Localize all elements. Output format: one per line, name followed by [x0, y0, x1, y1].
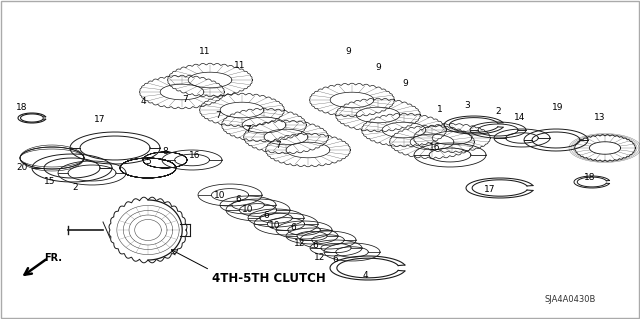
Text: 18: 18 [584, 174, 596, 182]
Text: 9: 9 [402, 79, 408, 88]
Text: FR.: FR. [44, 253, 62, 263]
Text: 13: 13 [595, 114, 605, 122]
Text: 10: 10 [269, 220, 281, 229]
Text: 15: 15 [44, 177, 56, 187]
Text: 16: 16 [189, 151, 201, 160]
Text: 18: 18 [16, 103, 28, 113]
Text: 20: 20 [16, 164, 28, 173]
Text: 7: 7 [182, 95, 188, 105]
Text: 7: 7 [245, 125, 251, 135]
Text: 16: 16 [429, 144, 441, 152]
Text: 9: 9 [345, 48, 351, 56]
Text: 7: 7 [275, 140, 281, 150]
Text: 5: 5 [145, 158, 151, 167]
Text: 4TH-5TH CLUTCH: 4TH-5TH CLUTCH [212, 272, 326, 285]
Text: SJA4A0430B: SJA4A0430B [544, 295, 596, 305]
Text: 1: 1 [437, 106, 443, 115]
Text: 14: 14 [515, 114, 525, 122]
Text: 4: 4 [362, 271, 368, 280]
Text: 8: 8 [162, 147, 168, 157]
Text: 6: 6 [332, 256, 338, 264]
Text: 6: 6 [312, 241, 318, 250]
Text: 10: 10 [214, 190, 226, 199]
Text: 6: 6 [263, 211, 269, 219]
Text: 11: 11 [234, 62, 246, 70]
Text: 6: 6 [290, 224, 296, 233]
Text: 6: 6 [235, 196, 241, 204]
Text: 4: 4 [140, 98, 146, 107]
Text: 12: 12 [314, 254, 326, 263]
Text: 17: 17 [484, 186, 496, 195]
Text: 9: 9 [375, 63, 381, 72]
Text: 17: 17 [94, 115, 106, 124]
Text: 2: 2 [72, 183, 78, 192]
Text: 2: 2 [495, 108, 501, 116]
Text: 3: 3 [464, 101, 470, 110]
Text: 12: 12 [294, 240, 306, 249]
Text: 11: 11 [199, 48, 211, 56]
Text: 19: 19 [552, 103, 564, 113]
Text: 10: 10 [243, 205, 253, 214]
Text: 7: 7 [215, 110, 221, 120]
